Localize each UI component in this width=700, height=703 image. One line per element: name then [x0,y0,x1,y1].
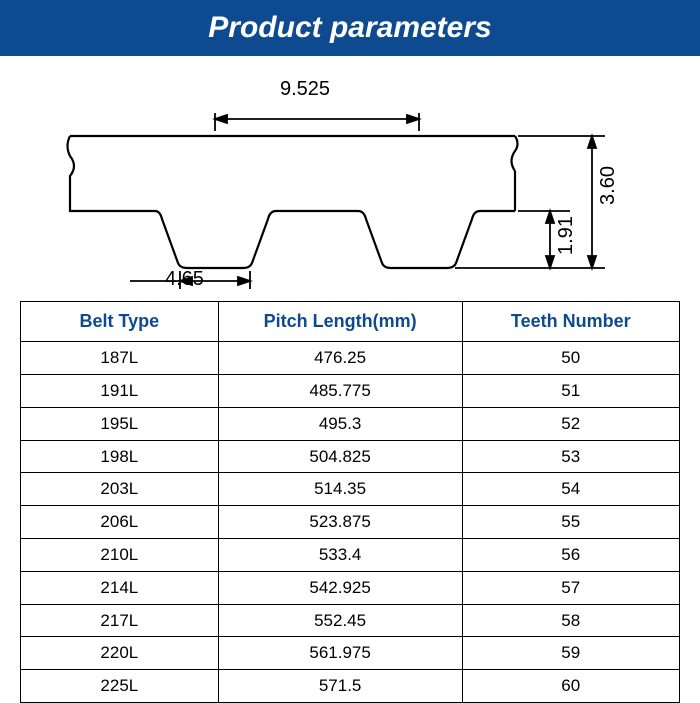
table-cell: 552.45 [218,604,462,637]
table-cell: 495.3 [218,407,462,440]
col-header-belt-type: Belt Type [21,302,219,342]
table-cell: 220L [21,637,219,670]
table-row: 210L533.456 [21,538,680,571]
page-header: Product parameters [0,0,700,56]
table-row: 191L485.77551 [21,374,680,407]
table-cell: 57 [462,571,679,604]
table-row: 225L571.560 [21,670,680,703]
table-row: 198L504.82553 [21,440,680,473]
table-cell: 54 [462,473,679,506]
parameters-table: Belt Type Pitch Length(mm) Teeth Number … [20,301,680,703]
table-cell: 523.875 [218,506,462,539]
table-cell: 187L [21,342,219,375]
dim-belt-height: 3.60 [597,166,620,205]
header-title: Product parameters [208,11,491,45]
table-cell: 55 [462,506,679,539]
table-cell: 476.25 [218,342,462,375]
table-cell: 561.975 [218,637,462,670]
table-cell: 59 [462,637,679,670]
table-cell: 60 [462,670,679,703]
table-row: 220L561.97559 [21,637,680,670]
table-cell: 571.5 [218,670,462,703]
table-row: 206L523.87555 [21,506,680,539]
table-cell: 217L [21,604,219,637]
table-cell: 514.35 [218,473,462,506]
col-header-pitch-length: Pitch Length(mm) [218,302,462,342]
table-header-row: Belt Type Pitch Length(mm) Teeth Number [21,302,680,342]
table-cell: 485.775 [218,374,462,407]
table-cell: 214L [21,571,219,604]
table-cell: 195L [21,407,219,440]
dim-tooth-height: 1.91 [555,216,578,255]
table-cell: 191L [21,374,219,407]
table-cell: 56 [462,538,679,571]
table-cell: 51 [462,374,679,407]
table-cell: 198L [21,440,219,473]
table-cell: 203L [21,473,219,506]
table-area: Belt Type Pitch Length(mm) Teeth Number … [0,301,700,703]
dim-tooth-width: 4.65 [165,268,204,291]
table-row: 217L552.4558 [21,604,680,637]
table-row: 195L495.352 [21,407,680,440]
table-cell: 225L [21,670,219,703]
table-row: 187L476.2550 [21,342,680,375]
table-cell: 504.825 [218,440,462,473]
table-cell: 50 [462,342,679,375]
table-row: 203L514.3554 [21,473,680,506]
table-row: 214L542.92557 [21,571,680,604]
belt-profile-diagram [60,71,620,291]
table-cell: 58 [462,604,679,637]
table-cell: 53 [462,440,679,473]
col-header-teeth-number: Teeth Number [462,302,679,342]
table-cell: 542.925 [218,571,462,604]
dim-pitch: 9.525 [280,78,330,101]
diagram-area: 9.525 4.65 1.91 3.60 [0,56,700,301]
table-cell: 52 [462,407,679,440]
table-cell: 206L [21,506,219,539]
table-cell: 533.4 [218,538,462,571]
table-cell: 210L [21,538,219,571]
